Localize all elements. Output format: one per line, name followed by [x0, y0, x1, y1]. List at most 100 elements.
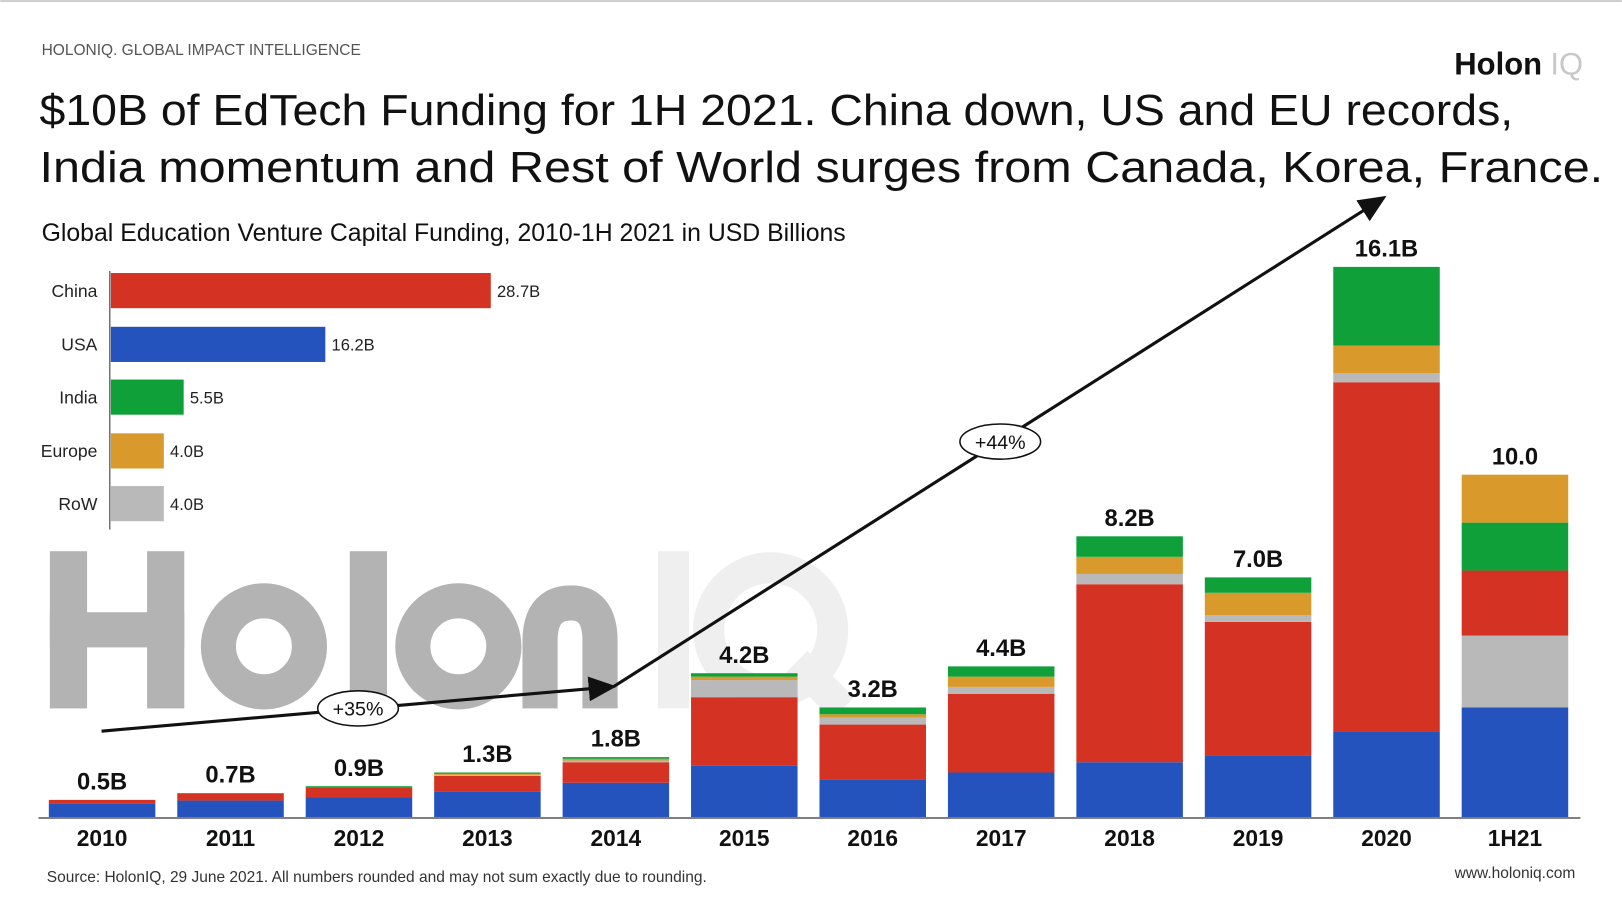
- country-value-label: 16.2B: [332, 336, 375, 355]
- total-label-2017: 4.4B: [976, 635, 1026, 662]
- bar-segment-usa-2020: [1333, 731, 1440, 817]
- bar-segment-row-2016: [819, 717, 926, 725]
- country-label: China: [51, 281, 97, 301]
- x-tick-1H21: 1H21: [1488, 825, 1543, 851]
- logo: Holon IQ: [1454, 46, 1583, 81]
- country-value-label: 4.0B: [170, 495, 204, 514]
- country-label: Europe: [41, 441, 98, 461]
- bar-segment-usa-2013: [434, 791, 541, 817]
- logo-main: Holon: [1454, 46, 1542, 81]
- x-tick-2012: 2012: [334, 825, 385, 851]
- bar-segment-europe-2014: [562, 758, 670, 761]
- country-label: USA: [61, 335, 97, 355]
- total-label-2015: 4.2B: [719, 642, 769, 669]
- total-label-2016: 3.2B: [848, 676, 898, 703]
- title-line-1: $10B of EdTech Funding for 1H 2021. Chin…: [40, 87, 1514, 135]
- growth-badge-35: [316, 690, 400, 727]
- country-bar-india: [110, 379, 184, 415]
- growth-badge-44: [959, 423, 1042, 460]
- x-tick-2015: 2015: [719, 825, 770, 851]
- bar-segment-row-1H21: [1461, 635, 1569, 708]
- bar-segment-india-2014: [562, 757, 670, 759]
- bar-segment-china-2010: [48, 799, 156, 804]
- bar-segment-china-2016: [819, 724, 926, 780]
- bar-segment-europe-2018: [1076, 556, 1183, 574]
- total-label-1H21: 10.0: [1492, 443, 1538, 470]
- growth-label-35: +35%: [333, 699, 384, 721]
- logo-accent: IQ: [1550, 46, 1583, 81]
- country-label: India: [59, 387, 97, 407]
- yearly-funding-chart: 0.5B 2010 0.7B 2011 0.9B 2012 1.3B 2013 1.8B 2014…: [38, 236, 1581, 851]
- bar-segment-europe-1H21: [1461, 474, 1569, 523]
- bar-segment-usa-2015: [691, 765, 798, 817]
- country-label: RoW: [58, 494, 97, 514]
- bar-segment-europe-2016: [819, 714, 926, 718]
- trend-arrows: +35% +44%: [101, 195, 1387, 733]
- x-tick-2018: 2018: [1104, 825, 1155, 851]
- bar-segment-europe-2017: [947, 676, 1055, 687]
- country-bar-china: [110, 273, 491, 309]
- total-label-2014: 1.8B: [591, 726, 641, 753]
- x-tick-2014: 2014: [591, 825, 642, 851]
- bar-segment-row-2015: [691, 680, 798, 698]
- bar-segment-usa-2014: [562, 782, 670, 817]
- bar-segment-usa-2018: [1076, 762, 1183, 817]
- country-bar-usa: [110, 326, 326, 362]
- chart-subtitle: Global Education Venture Capital Funding…: [42, 220, 846, 247]
- total-label-2011: 0.7B: [205, 762, 255, 789]
- bar-segment-usa-2017: [947, 772, 1055, 817]
- bar-segment-usa-1H21: [1461, 707, 1569, 817]
- bar-segment-india-2011: [177, 793, 284, 794]
- bar-segment-usa-2012: [305, 797, 413, 817]
- bar-segment-row-2019: [1204, 615, 1312, 622]
- watermark-main-shape: [49, 551, 185, 709]
- total-label-2019: 7.0B: [1233, 546, 1283, 573]
- bar-segment-china-2013: [434, 775, 541, 792]
- bar-segment-india-2012: [305, 786, 413, 788]
- total-label-2018: 8.2B: [1105, 505, 1155, 532]
- bar-segment-europe-2013: [434, 773, 541, 775]
- bar-segment-china-2020: [1333, 382, 1440, 732]
- bar-segment-india-2020: [1333, 266, 1440, 346]
- bar-segment-row-2020: [1333, 373, 1440, 383]
- total-label-2020: 16.1B: [1355, 236, 1418, 263]
- bar-segment-usa-2016: [819, 779, 926, 817]
- country-bar-row: [110, 486, 164, 522]
- bar-segment-india-2013: [434, 772, 541, 774]
- source-note: Source: HolonIQ, 29 June 2021. All numbe…: [47, 869, 707, 886]
- total-label-2012: 0.9B: [334, 755, 384, 782]
- bar-segment-india-2017: [947, 666, 1055, 677]
- bar-segment-usa-2019: [1204, 755, 1312, 817]
- bar-segment-china-2011: [177, 793, 284, 801]
- bar-segment-europe-2019: [1204, 592, 1312, 616]
- bar-segment-row-2018: [1076, 573, 1183, 585]
- total-label-2010: 0.5B: [77, 769, 127, 796]
- bar-segment-china-2017: [947, 693, 1055, 773]
- website-link[interactable]: www.holoniq.com: [1454, 865, 1576, 882]
- x-tick-2011: 2011: [206, 825, 256, 851]
- bar-segment-india-2016: [819, 707, 926, 715]
- country-bar-europe: [110, 433, 164, 469]
- title-line-2: India momentum and Rest of World surges …: [40, 144, 1604, 192]
- bar-segment-china-2015: [691, 697, 798, 766]
- x-tick-2017: 2017: [976, 825, 1027, 851]
- total-label-2013: 1.3B: [462, 741, 512, 768]
- x-tick-2016: 2016: [847, 825, 898, 851]
- bar-segment-china-2014: [562, 762, 670, 783]
- bar-segment-china-2012: [305, 787, 413, 798]
- bar-segment-india-2018: [1076, 536, 1183, 557]
- bar-segment-usa-2011: [177, 800, 284, 817]
- bar-segment-row-2014: [562, 760, 670, 763]
- bar-segment-india-2019: [1204, 577, 1312, 593]
- x-tick-2013: 2013: [462, 825, 513, 851]
- growth-label-44: +44%: [975, 432, 1026, 454]
- bar-segment-usa-2010: [48, 803, 156, 817]
- bar-segment-india-2015: [691, 673, 798, 677]
- country-value-label: 5.5B: [190, 388, 224, 407]
- x-tick-2019: 2019: [1233, 825, 1284, 851]
- bar-segment-row-2017: [947, 686, 1055, 694]
- watermark-logo-image: [49, 551, 855, 720]
- country-value-label: 4.0B: [170, 442, 204, 461]
- bar-segment-europe-2015: [691, 676, 798, 681]
- bar-segment-row-2013: [434, 774, 541, 776]
